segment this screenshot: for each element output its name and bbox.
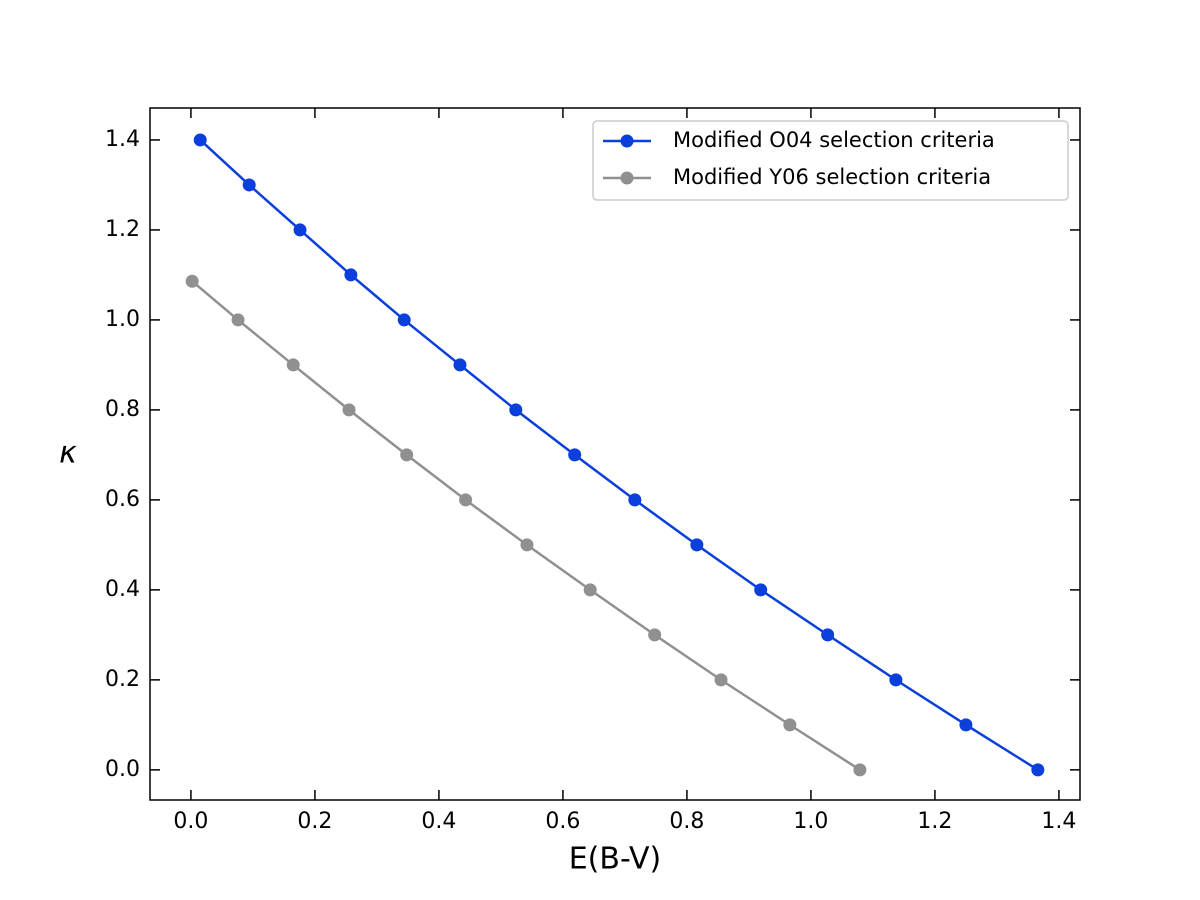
legend-marker bbox=[620, 134, 634, 148]
x-tick-label: 0.8 bbox=[669, 809, 704, 834]
series-line bbox=[191, 280, 861, 771]
data-point bbox=[286, 358, 300, 372]
x-tick-label: 1.2 bbox=[917, 809, 952, 834]
y-tick-label: 0.6 bbox=[105, 487, 140, 512]
data-point bbox=[783, 718, 797, 732]
data-point bbox=[959, 718, 973, 732]
y-axis-label: κ bbox=[59, 436, 77, 471]
legend-marker bbox=[620, 171, 634, 185]
data-point bbox=[889, 673, 903, 687]
x-axis-label: E(B-V) bbox=[569, 842, 662, 877]
data-point bbox=[242, 178, 256, 192]
x-tick-label: 0.2 bbox=[297, 809, 332, 834]
data-point bbox=[714, 673, 728, 687]
y-tick-label: 1.2 bbox=[105, 217, 140, 242]
y-tick-label: 0.2 bbox=[105, 667, 140, 692]
data-point bbox=[821, 628, 835, 642]
data-point bbox=[185, 274, 199, 288]
y-tick-label: 1.0 bbox=[105, 307, 140, 332]
data-point bbox=[520, 538, 534, 552]
plot-frame bbox=[149, 107, 1081, 801]
legend-label: Modified O04 selection criteria bbox=[673, 128, 995, 152]
data-point bbox=[568, 448, 582, 462]
data-point bbox=[628, 493, 642, 507]
data-point bbox=[293, 223, 307, 237]
y-tick-label: 0.0 bbox=[105, 757, 140, 782]
data-point bbox=[648, 628, 662, 642]
data-point bbox=[1031, 763, 1045, 777]
data-point bbox=[754, 583, 768, 597]
data-point bbox=[459, 493, 473, 507]
y-tick-label: 0.8 bbox=[105, 397, 140, 422]
x-tick-label: 1.0 bbox=[793, 809, 828, 834]
y-tick-label: 0.4 bbox=[105, 577, 140, 602]
data-point bbox=[344, 268, 358, 282]
x-tick-label: 1.4 bbox=[1041, 809, 1076, 834]
data-point bbox=[400, 448, 414, 462]
data-point bbox=[583, 583, 597, 597]
data-point bbox=[509, 403, 523, 417]
x-tick-label: 0.6 bbox=[545, 809, 580, 834]
data-point bbox=[231, 313, 245, 327]
legend-label: Modified Y06 selection criteria bbox=[673, 165, 991, 189]
data-point bbox=[397, 313, 411, 327]
series-line bbox=[199, 139, 1039, 771]
data-point bbox=[690, 538, 704, 552]
data-point bbox=[193, 133, 207, 147]
x-tick-label: 0.0 bbox=[173, 809, 208, 834]
y-tick-label: 1.4 bbox=[105, 127, 140, 152]
x-tick-label: 0.4 bbox=[421, 809, 456, 834]
legend-box bbox=[592, 120, 1069, 201]
data-point bbox=[853, 763, 867, 777]
data-point bbox=[342, 403, 356, 417]
data-point bbox=[453, 358, 467, 372]
